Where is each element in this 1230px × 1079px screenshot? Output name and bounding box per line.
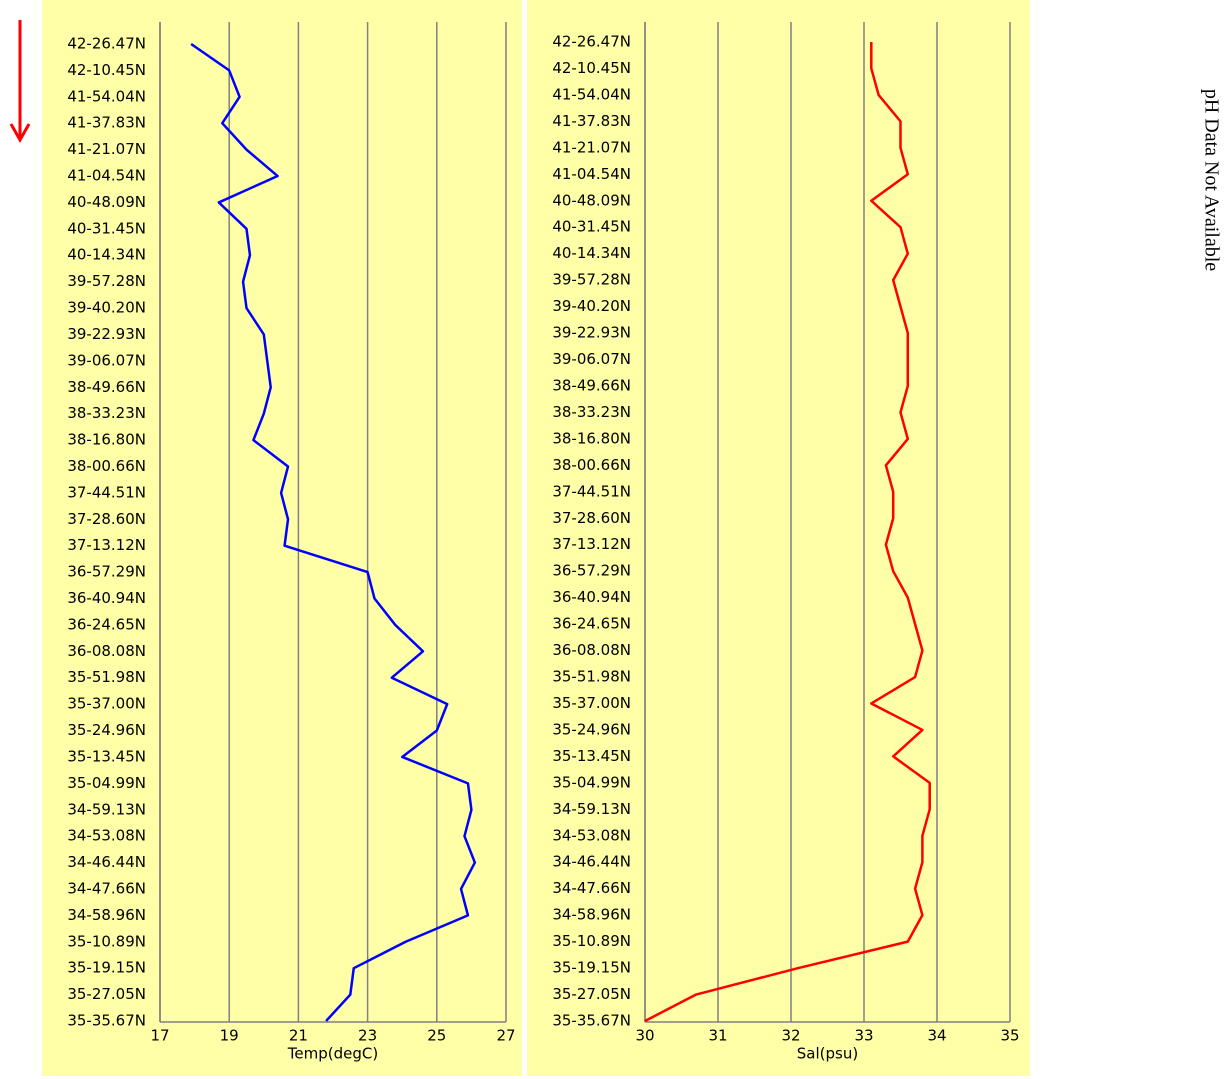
y-tick-label: 38-16.80N xyxy=(67,431,146,449)
y-tick-label: 41-04.54N xyxy=(67,167,146,185)
y-tick-label: 37-13.12N xyxy=(552,535,631,553)
y-tick-label: 37-28.60N xyxy=(552,509,631,527)
y-tick-label: 35-24.96N xyxy=(67,721,146,739)
y-tick-label: 37-44.51N xyxy=(552,482,631,500)
y-tick-label: 35-10.89N xyxy=(67,932,146,950)
y-tick-label: 39-22.93N xyxy=(552,324,631,342)
y-tick-label: 40-48.09N xyxy=(67,193,146,211)
y-tick-label: 35-13.45N xyxy=(67,747,146,765)
x-axis-label: Temp(degC) xyxy=(287,1045,378,1063)
y-tick-label: 37-44.51N xyxy=(67,483,146,501)
y-tick-label: 41-37.83N xyxy=(552,112,631,130)
y-tick-label: 36-24.65N xyxy=(67,615,146,633)
y-tick-label: 35-24.96N xyxy=(552,720,631,738)
y-tick-label: 35-10.89N xyxy=(552,932,631,950)
y-tick-label: 36-08.08N xyxy=(552,641,631,659)
y-tick-label: 38-16.80N xyxy=(552,429,631,447)
y-tick-label: 38-33.23N xyxy=(552,403,631,421)
y-tick-label: 35-27.05N xyxy=(552,985,631,1003)
panel-background xyxy=(42,0,522,1076)
y-tick-label: 40-31.45N xyxy=(552,218,631,236)
x-tick-label: 32 xyxy=(781,1027,800,1045)
y-tick-label: 41-21.07N xyxy=(67,140,146,158)
y-tick-label: 38-33.23N xyxy=(67,404,146,422)
y-tick-label: 35-27.05N xyxy=(67,985,146,1003)
x-tick-label: 21 xyxy=(289,1027,308,1045)
y-tick-label: 38-49.66N xyxy=(67,378,146,396)
x-axis-label: Sal(psu) xyxy=(797,1045,858,1063)
y-tick-label: 41-37.83N xyxy=(67,114,146,132)
y-tick-label: 34-53.08N xyxy=(67,827,146,845)
y-tick-label: 34-59.13N xyxy=(552,800,631,818)
y-tick-label: 34-47.66N xyxy=(67,879,146,897)
y-tick-label: 40-14.34N xyxy=(67,246,146,264)
y-tick-label: 39-57.28N xyxy=(552,271,631,289)
y-tick-label: 36-57.29N xyxy=(67,563,146,581)
y-tick-label: 34-46.44N xyxy=(552,853,631,871)
y-tick-label: 39-06.07N xyxy=(552,350,631,368)
x-tick-label: 17 xyxy=(150,1027,169,1045)
y-tick-label: 41-54.04N xyxy=(67,87,146,105)
y-tick-label: 35-04.99N xyxy=(67,774,146,792)
y-tick-label: 39-40.20N xyxy=(67,299,146,317)
y-tick-label: 38-49.66N xyxy=(552,376,631,394)
data-line xyxy=(644,42,931,1023)
y-tick-label: 36-24.65N xyxy=(552,615,631,633)
y-tick-label: 42-10.45N xyxy=(67,61,146,79)
x-tick-label: 25 xyxy=(427,1027,446,1045)
y-tick-label: 35-19.15N xyxy=(552,959,631,977)
y-tick-label: 36-40.94N xyxy=(552,588,631,606)
x-tick-label: 30 xyxy=(635,1027,654,1045)
x-tick-label: 35 xyxy=(1000,1027,1019,1045)
y-tick-label: 35-04.99N xyxy=(552,773,631,791)
y-tick-label: 37-13.12N xyxy=(67,536,146,554)
y-tick-label: 39-57.28N xyxy=(67,272,146,290)
y-tick-label: 42-26.47N xyxy=(67,35,146,53)
data-line xyxy=(190,42,477,1022)
y-tick-label: 40-31.45N xyxy=(67,219,146,237)
x-tick-label: 33 xyxy=(854,1027,873,1045)
y-tick-label: 35-51.98N xyxy=(552,668,631,686)
y-tick-label: 34-58.96N xyxy=(67,906,146,924)
y-tick-label: 39-40.20N xyxy=(552,297,631,315)
y-tick-label: 34-58.96N xyxy=(552,906,631,924)
y-tick-label: 38-00.66N xyxy=(552,456,631,474)
y-tick-label: 36-57.29N xyxy=(552,562,631,580)
panel-background xyxy=(527,0,1030,1076)
y-tick-label: 39-06.07N xyxy=(67,351,146,369)
y-tick-label: 36-40.94N xyxy=(67,589,146,607)
y-tick-label: 35-37.00N xyxy=(67,695,146,713)
y-tick-label: 37-28.60N xyxy=(67,510,146,528)
y-tick-label: 38-00.66N xyxy=(67,457,146,475)
y-tick-label: 42-26.47N xyxy=(552,33,631,51)
y-tick-label: 34-47.66N xyxy=(552,879,631,897)
y-tick-label: 34-46.44N xyxy=(67,853,146,871)
y-tick-label: 35-35.67N xyxy=(67,1012,146,1030)
y-tick-label: 35-35.67N xyxy=(552,1012,631,1030)
y-tick-label: 35-19.15N xyxy=(67,959,146,977)
y-tick-label: 35-51.98N xyxy=(67,668,146,686)
y-tick-label: 41-54.04N xyxy=(552,85,631,103)
x-tick-label: 31 xyxy=(708,1027,727,1045)
y-tick-label: 40-48.09N xyxy=(552,191,631,209)
y-tick-label: 34-59.13N xyxy=(67,800,146,818)
y-tick-label: 41-21.07N xyxy=(552,138,631,156)
y-tick-label: 36-08.08N xyxy=(67,642,146,660)
x-tick-label: 27 xyxy=(496,1027,515,1045)
y-tick-label: 35-37.00N xyxy=(552,694,631,712)
y-tick-label: 39-22.93N xyxy=(67,325,146,343)
y-tick-label: 40-14.34N xyxy=(552,244,631,262)
y-tick-label: 34-53.08N xyxy=(552,826,631,844)
x-tick-label: 23 xyxy=(358,1027,377,1045)
y-tick-label: 42-10.45N xyxy=(552,59,631,77)
y-tick-label: 35-13.45N xyxy=(552,747,631,765)
side-note: pH Data Not Available xyxy=(1200,89,1222,271)
x-tick-label: 19 xyxy=(220,1027,239,1045)
x-tick-label: 34 xyxy=(927,1027,946,1045)
direction-arrow-head xyxy=(9,123,31,144)
y-tick-label: 41-04.54N xyxy=(552,165,631,183)
